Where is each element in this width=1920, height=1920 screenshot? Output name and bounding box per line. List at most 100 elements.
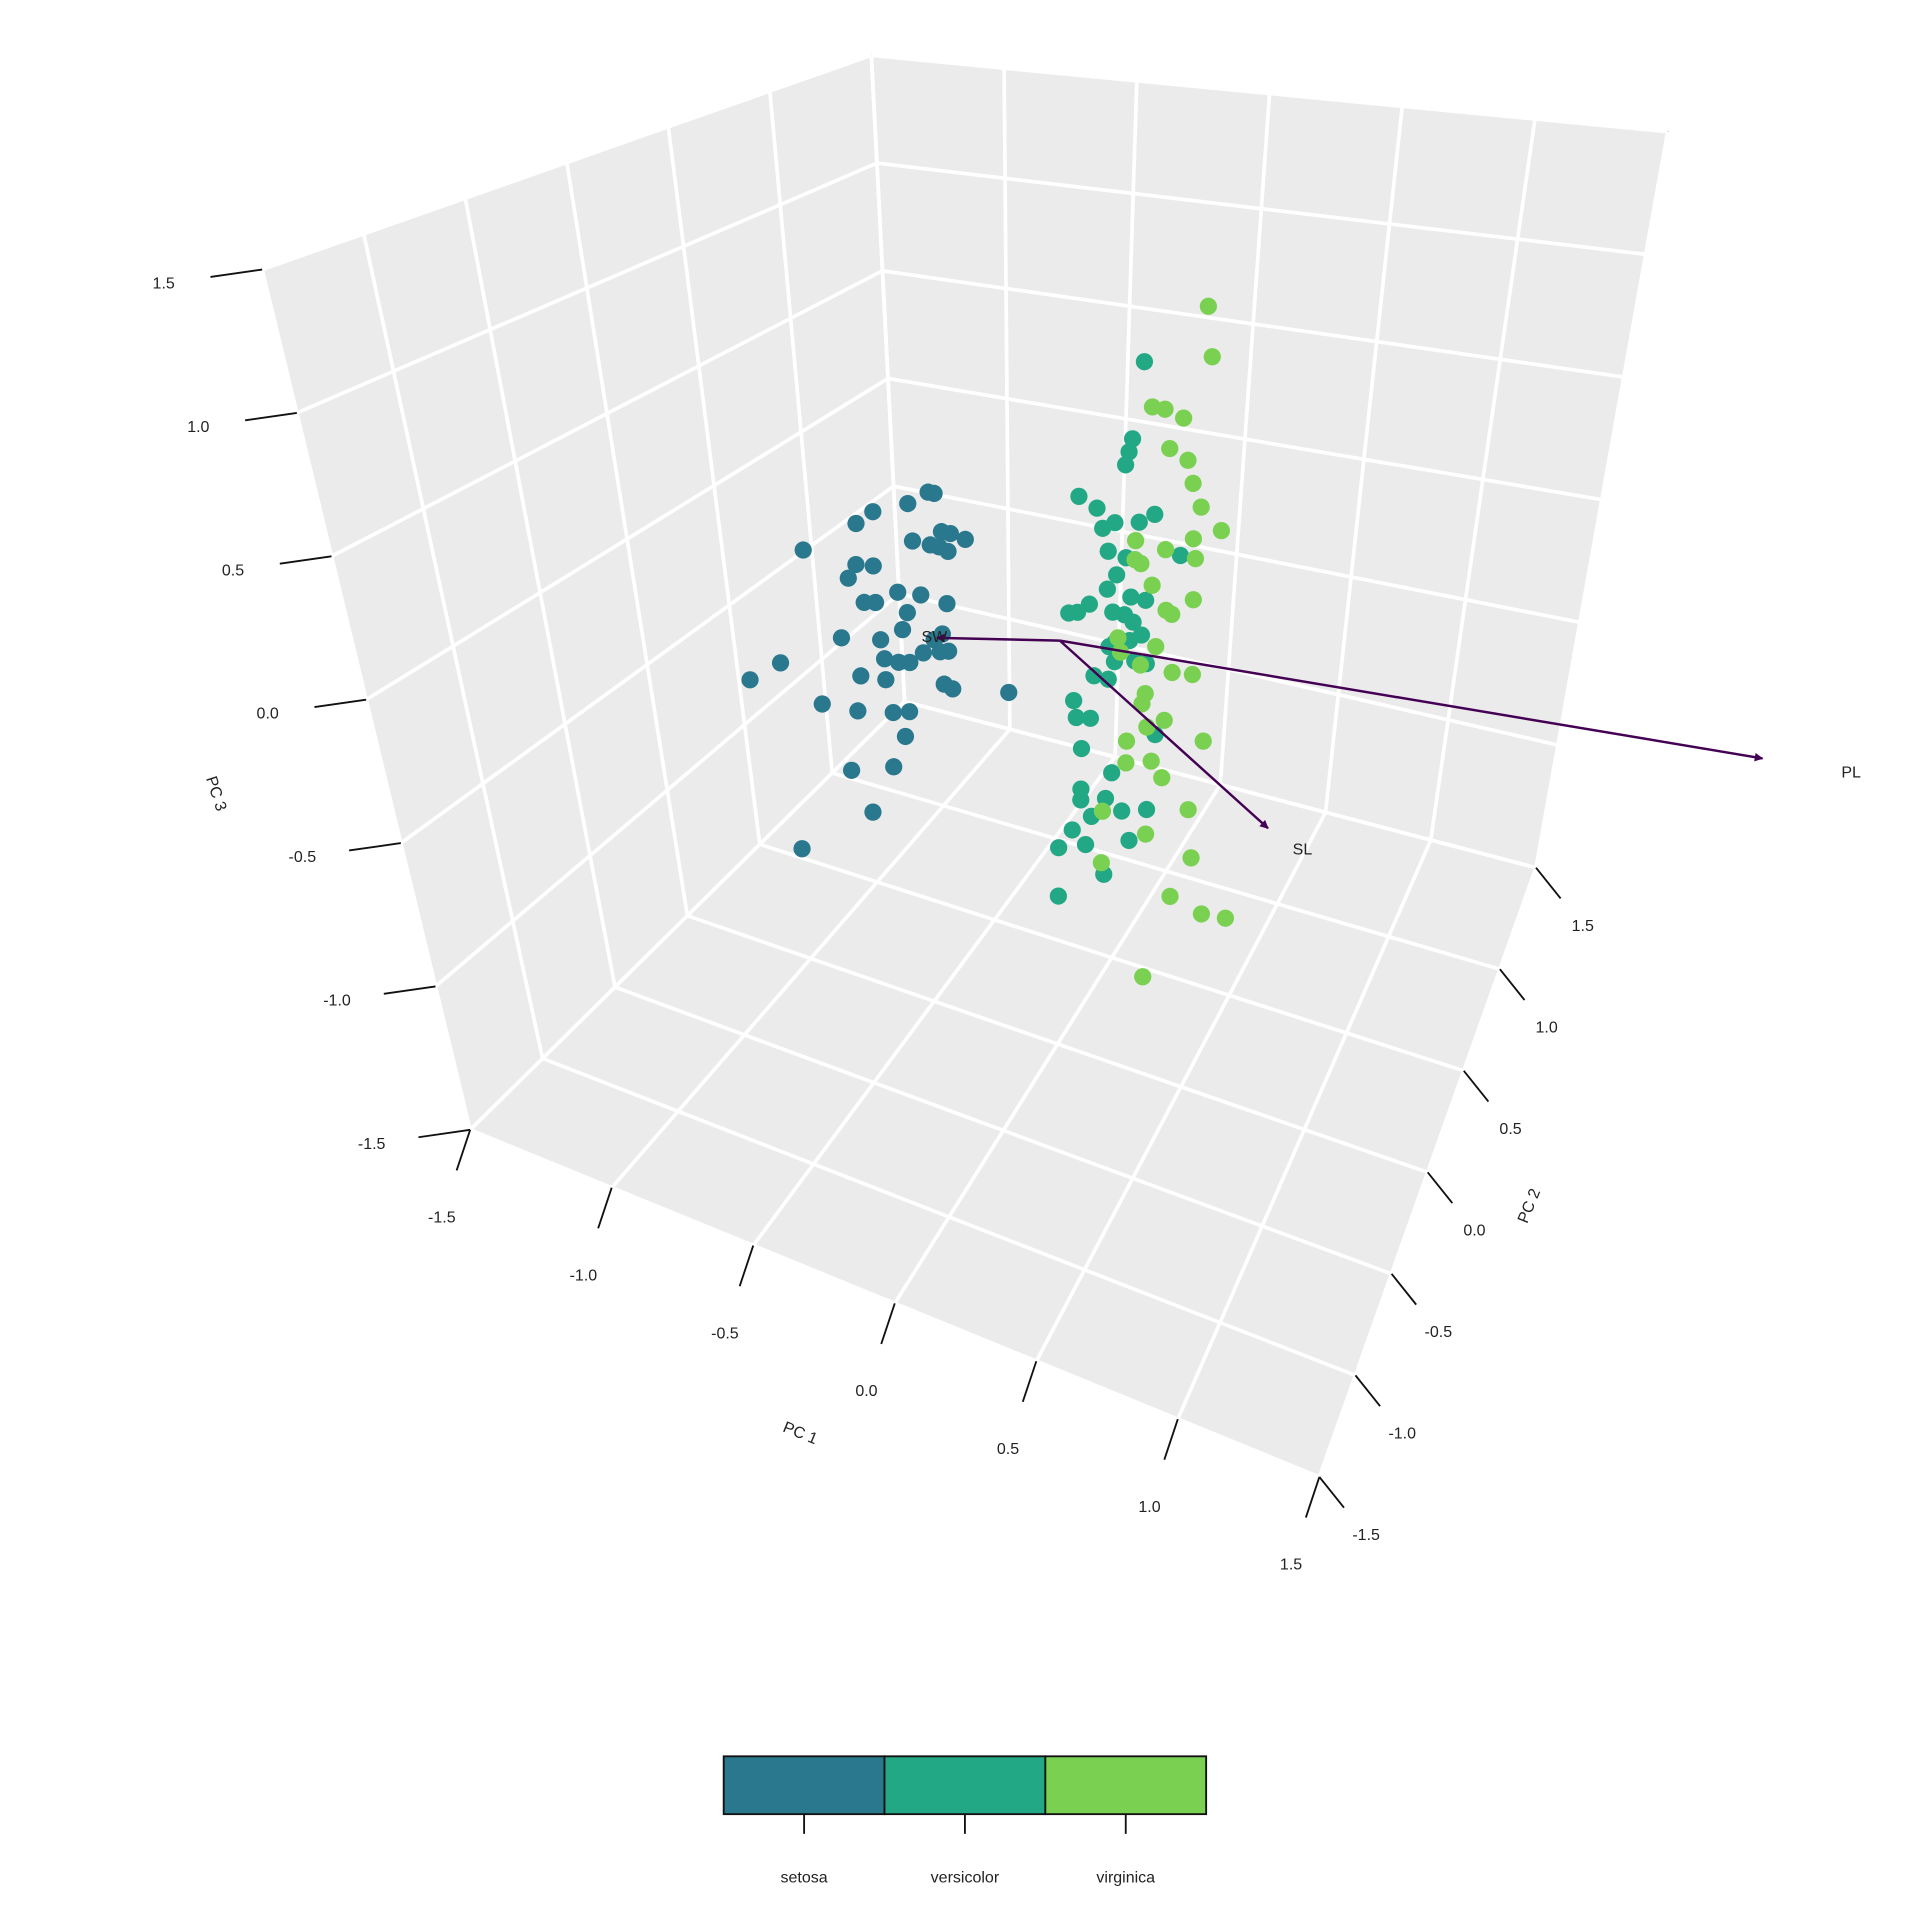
y-tick xyxy=(1535,867,1562,900)
point xyxy=(1108,566,1126,584)
point xyxy=(1184,591,1202,609)
point xyxy=(1142,752,1160,770)
x-axis-title: PC 1 xyxy=(780,1419,819,1448)
z-tick xyxy=(279,555,332,565)
point xyxy=(1122,588,1140,606)
point xyxy=(940,642,958,660)
point xyxy=(1123,430,1142,448)
point xyxy=(1109,629,1127,647)
point xyxy=(1072,739,1091,758)
point xyxy=(1163,663,1181,682)
point xyxy=(1182,849,1200,867)
x-tick-label: 0.0 xyxy=(855,1383,877,1400)
point xyxy=(1088,499,1106,517)
point xyxy=(1124,613,1142,631)
point xyxy=(1138,718,1156,736)
point xyxy=(813,695,831,713)
point xyxy=(944,680,962,698)
point xyxy=(1094,519,1112,537)
y-tick xyxy=(1463,1070,1490,1103)
point xyxy=(872,631,890,649)
point xyxy=(1199,297,1217,315)
point xyxy=(1179,451,1197,469)
point xyxy=(875,650,894,668)
z-axis-title: PC 3 xyxy=(202,774,229,813)
loading-arrow xyxy=(1059,639,1764,762)
axes: -1.5 -1.0 -0.5 0.0 0.5 1.0 1.5 -1.5 -1.0 -0.5 0.0 0… xyxy=(153,268,1594,1574)
point xyxy=(1184,474,1202,492)
point xyxy=(1192,905,1211,923)
loading-arrow xyxy=(1059,639,1269,830)
point xyxy=(1137,800,1156,819)
arrow-label: SW xyxy=(921,629,948,646)
point xyxy=(900,703,919,721)
grid-line xyxy=(296,161,878,415)
y-tick-label: -1.0 xyxy=(1388,1426,1416,1443)
point xyxy=(866,593,885,612)
y-axis-title: PC 2 xyxy=(1515,1186,1544,1225)
grid-line xyxy=(759,842,1465,1073)
point xyxy=(889,583,907,601)
grid-line xyxy=(434,592,901,988)
legend: setosa versicolor virginica xyxy=(722,1755,1208,1886)
point xyxy=(1116,456,1135,474)
point xyxy=(1072,791,1090,809)
legend-swatch xyxy=(722,1755,886,1816)
y-tick xyxy=(1499,968,1526,1001)
point xyxy=(1163,605,1181,623)
y-tick xyxy=(1354,1374,1381,1407)
point xyxy=(1120,831,1138,850)
point xyxy=(912,586,930,604)
point xyxy=(939,542,957,561)
point xyxy=(1070,487,1088,505)
grid-line xyxy=(876,161,1646,257)
y-tick-label: 1.0 xyxy=(1536,1020,1558,1037)
point xyxy=(1153,769,1171,787)
point xyxy=(1161,439,1179,458)
point xyxy=(849,702,867,720)
z-tick xyxy=(348,842,401,852)
point xyxy=(1117,754,1135,772)
point xyxy=(1156,540,1175,559)
grid-line xyxy=(399,484,895,845)
y-tick-label: -0.5 xyxy=(1425,1324,1453,1341)
point xyxy=(1000,683,1018,702)
point xyxy=(1171,546,1190,565)
point xyxy=(1161,887,1179,906)
y-tick xyxy=(1318,1476,1345,1509)
point xyxy=(1175,409,1193,427)
x-tick xyxy=(1021,1360,1038,1403)
point xyxy=(1179,801,1197,819)
z-tick-label: 0.0 xyxy=(257,706,279,723)
point xyxy=(847,555,865,574)
point xyxy=(1136,825,1155,843)
legend-label: versicolor xyxy=(931,1869,1000,1886)
point xyxy=(794,541,812,559)
point xyxy=(1085,667,1103,685)
point xyxy=(1065,691,1083,710)
point xyxy=(1063,821,1081,839)
point xyxy=(956,530,974,549)
point xyxy=(925,484,943,503)
y-tick xyxy=(1426,1171,1454,1204)
point xyxy=(896,727,915,746)
grid-line xyxy=(365,376,889,702)
point xyxy=(1156,400,1174,418)
point xyxy=(864,557,882,575)
point xyxy=(903,532,922,550)
point xyxy=(1155,711,1173,729)
point xyxy=(842,761,861,779)
z-tick-label: -0.5 xyxy=(289,849,317,866)
point xyxy=(1103,764,1121,782)
point xyxy=(1049,887,1067,905)
point xyxy=(893,621,912,639)
point xyxy=(885,758,903,776)
point xyxy=(793,840,811,858)
z-tick-label: 0.5 xyxy=(222,562,244,579)
point xyxy=(1117,732,1136,750)
x-tick xyxy=(455,1129,472,1171)
loading-arrow xyxy=(935,633,1060,643)
grid-line xyxy=(882,268,1625,379)
point xyxy=(901,653,919,672)
